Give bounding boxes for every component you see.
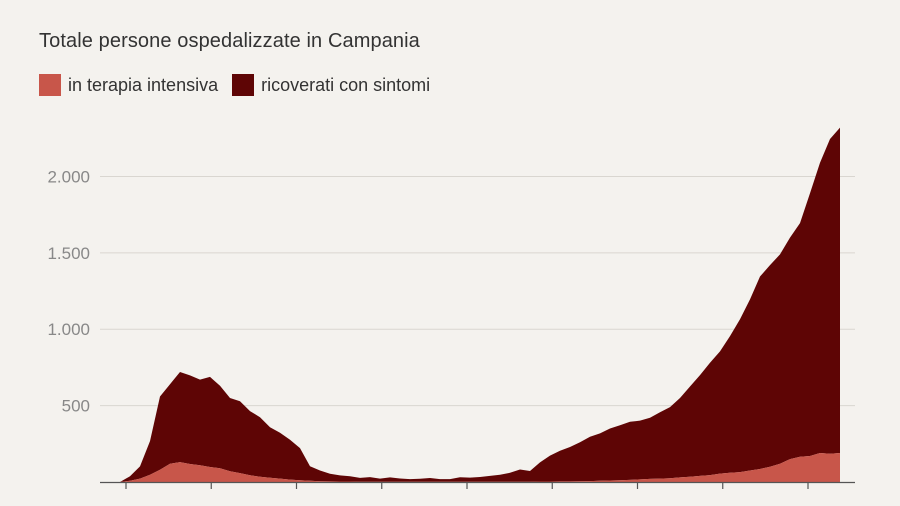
y-tick-label: 500	[62, 397, 90, 416]
y-tick-label: 2.000	[47, 167, 90, 186]
series-area-terapia-intensiva	[120, 453, 840, 482]
legend-swatch-symptoms	[232, 74, 255, 96]
y-tick-label: 1.500	[47, 244, 90, 263]
legend-item-icu: in terapia intensiva	[39, 74, 218, 96]
chart-title: Totale persone ospedalizzate in Campania	[39, 30, 420, 52]
y-tick-label: 1.000	[47, 320, 90, 339]
legend-swatch-icu	[39, 74, 61, 96]
legend-label-icu: in terapia intensiva	[68, 74, 219, 95]
legend-label-symptoms: ricoverati con sintomi	[261, 74, 431, 95]
series-area-ricoverati	[120, 127, 840, 482]
legend-item-symptoms: ricoverati con sintomi	[232, 74, 430, 96]
legend: in terapia intensiva ricoverati con sint…	[39, 74, 444, 96]
